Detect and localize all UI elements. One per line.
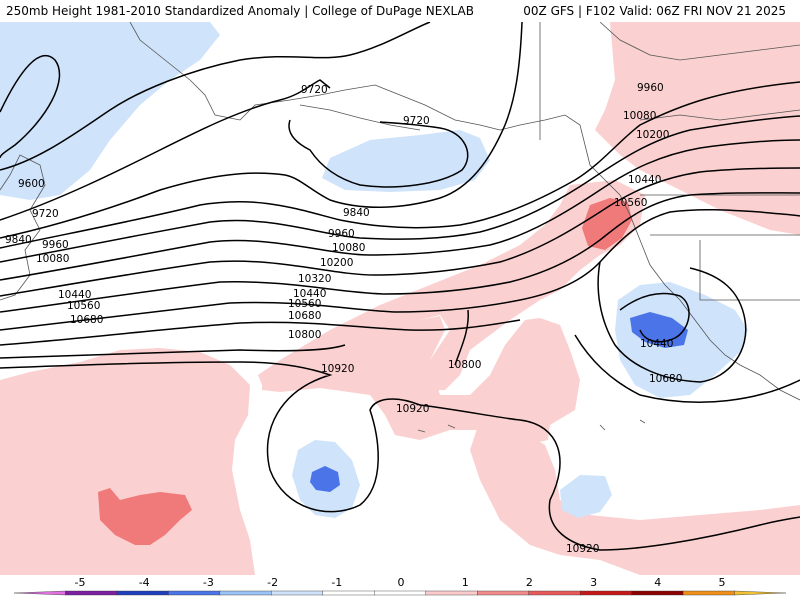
colorbar-tick-label: -2 — [267, 576, 278, 589]
colorbar-segment — [13, 590, 66, 596]
colorbar-segment — [374, 590, 427, 596]
contour-label: 9720 — [32, 208, 59, 220]
colorbar-tick-label: -1 — [331, 576, 342, 589]
anomaly-map: 9720 9720 9960 10080 10200 10440 10560 9… — [0, 22, 800, 575]
contour-label: 9600 — [18, 178, 45, 190]
strong-negative-subtropical — [310, 466, 340, 492]
valid-time: 00Z GFS | F102 Valid: 06Z FRI NOV 21 202… — [523, 4, 786, 18]
colorbar-segment — [271, 590, 324, 596]
colorbar-segment — [579, 590, 633, 596]
colorbar-tick-label: 0 — [398, 576, 405, 589]
contour-label: 10440 — [293, 288, 326, 300]
anomaly-shading — [0, 22, 800, 575]
contour-label: 9720 — [403, 115, 430, 127]
negative-anomaly-aleutian — [322, 130, 490, 192]
strong-positive-offshore — [582, 198, 632, 250]
contour-labels: 9720 9720 9960 10080 10200 10440 10560 9… — [5, 82, 682, 555]
contour-label: 10440 — [58, 289, 91, 301]
contour-label: 10920 — [396, 403, 429, 415]
negative-anomaly-south — [560, 475, 612, 518]
contour-label: 9840 — [343, 207, 370, 219]
contour-label: 10080 — [36, 253, 69, 265]
colorbar-segment — [322, 590, 375, 596]
map-title: 250mb Height 1981-2010 Standardized Anom… — [6, 4, 474, 18]
positive-anomaly-band — [258, 180, 645, 390]
colorbar-tick-label: 1 — [462, 576, 469, 589]
colorbar-segment — [168, 590, 221, 596]
contour-label: 10560 — [288, 298, 321, 310]
contour-label: 9720 — [301, 84, 328, 96]
colorbar-tick-label: -3 — [203, 576, 214, 589]
height-contours — [0, 22, 800, 551]
colorbar-segment — [65, 590, 118, 596]
contour-label: 10200 — [320, 257, 353, 269]
contour-label: 10080 — [332, 242, 365, 254]
contour-label: 10080 — [623, 110, 656, 122]
contour-label: 10560 — [67, 300, 100, 312]
colorbar-tick-label: -4 — [139, 576, 150, 589]
colorbar-tick-label: 5 — [719, 576, 726, 589]
negative-anomaly-northwest — [0, 22, 220, 200]
colorbar-segment — [682, 590, 736, 596]
colorbar-tick-label: 4 — [654, 576, 661, 589]
contour-label: 9960 — [328, 228, 355, 240]
colorbar-segment — [116, 590, 170, 596]
colorbar-segment — [219, 590, 273, 596]
contour-label: 10920 — [566, 543, 599, 555]
contour-label: 10440 — [640, 338, 673, 350]
contour-label: 10800 — [448, 359, 481, 371]
header: 250mb Height 1981-2010 Standardized Anom… — [0, 0, 800, 22]
contour-label: 10680 — [288, 310, 321, 322]
contour-label: 10320 — [298, 273, 331, 285]
colorbar-tick-label: 2 — [526, 576, 533, 589]
contour-label: 10680 — [649, 373, 682, 385]
positive-anomaly-south — [470, 420, 800, 575]
colorbar-segment — [477, 590, 530, 596]
colorbar-segment — [528, 590, 581, 596]
contour-label: 9840 — [5, 234, 32, 246]
contour-label: 9960 — [42, 239, 69, 251]
contour-label: 10920 — [321, 363, 354, 375]
colorbar-segment — [734, 590, 787, 596]
contour-label: 10680 — [70, 314, 103, 326]
positive-anomaly-central — [262, 316, 580, 445]
contour-label: 10800 — [288, 329, 321, 341]
contour-label: 10200 — [636, 129, 669, 141]
colorbar-segment — [425, 590, 478, 596]
strong-positive-southwest — [98, 488, 192, 545]
colorbar-segment — [631, 590, 684, 596]
positive-anomaly-southwest — [0, 348, 255, 575]
color-scale-legend: -5 -4 -3 -2 -1 0 1 2 3 4 5 — [0, 575, 800, 600]
contour-label: 10440 — [628, 174, 661, 186]
colorbar-tick-label: -5 — [75, 576, 86, 589]
contour-label: 9960 — [637, 82, 664, 94]
coastlines — [0, 22, 800, 433]
colorbar-tick-label: 3 — [590, 576, 597, 589]
contour-label: 10560 — [614, 197, 647, 209]
